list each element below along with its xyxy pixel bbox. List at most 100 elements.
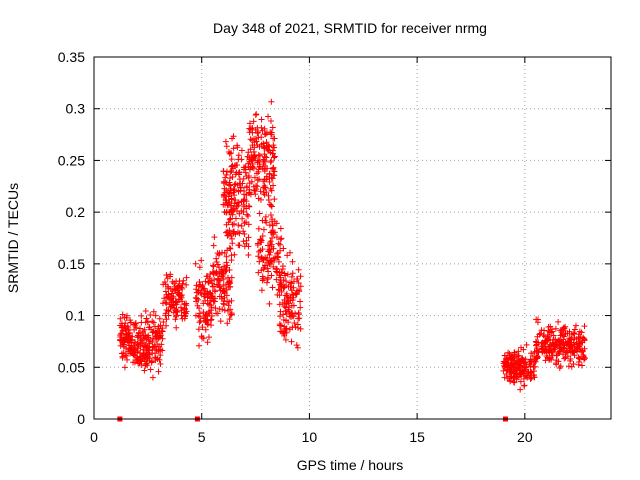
data-point (528, 358, 535, 365)
data-point (213, 270, 220, 277)
data-point (267, 258, 274, 265)
data-point (293, 342, 300, 349)
data-point (277, 274, 284, 281)
data-point (183, 308, 190, 315)
data-point (253, 186, 260, 193)
data-point (183, 300, 190, 307)
data-point (538, 327, 545, 334)
data-point (172, 313, 179, 320)
data-point (284, 295, 291, 302)
data-point (203, 273, 210, 280)
data-point (192, 294, 199, 301)
data-point (267, 159, 274, 166)
data-point (204, 288, 211, 295)
data-point (527, 363, 534, 370)
data-point (254, 130, 261, 137)
data-point (263, 279, 270, 286)
data-point (137, 325, 144, 332)
data-point (210, 263, 217, 270)
data-point (280, 245, 287, 252)
data-point (156, 315, 163, 322)
data-point (232, 197, 239, 204)
data-point (121, 364, 128, 371)
data-point (277, 313, 284, 320)
data-point (159, 347, 166, 354)
data-point (223, 179, 230, 186)
data-point (548, 356, 555, 363)
data-point (214, 261, 221, 268)
data-point (224, 320, 231, 327)
data-point (547, 336, 554, 343)
data-point (282, 308, 289, 315)
data-point (156, 332, 163, 339)
data-point (581, 345, 588, 352)
data-point (227, 283, 234, 290)
data-point (276, 287, 283, 294)
data-point (228, 196, 235, 203)
data-point (163, 294, 170, 301)
data-point (140, 328, 147, 335)
data-point (228, 156, 235, 163)
data-point (261, 176, 268, 183)
data-point (134, 349, 141, 356)
data-point (153, 330, 160, 337)
data-point (177, 304, 184, 311)
data-point (295, 315, 302, 322)
data-point (155, 348, 162, 355)
data-point (581, 337, 588, 344)
data-point (211, 276, 218, 283)
data-point (238, 223, 245, 230)
data-point (578, 349, 585, 356)
data-point (238, 147, 245, 154)
data-point (232, 215, 239, 222)
data-point (124, 323, 131, 330)
data-point (533, 316, 540, 323)
data-point (196, 264, 203, 271)
data-point (293, 275, 300, 282)
data-point (270, 135, 277, 142)
data-point (282, 327, 289, 334)
data-point (297, 273, 304, 280)
data-point (165, 312, 172, 319)
data-point (273, 265, 280, 272)
data-point (128, 336, 135, 343)
data-point (276, 321, 283, 328)
data-point (200, 335, 207, 342)
data-point (227, 245, 234, 252)
data-point (223, 171, 230, 178)
y-tick-label: 0 (77, 411, 85, 427)
data-point (250, 165, 257, 172)
data-point (527, 368, 534, 375)
data-point (264, 265, 271, 272)
data-point (521, 382, 528, 389)
data-point (172, 307, 179, 314)
data-point (218, 267, 225, 274)
data-point (246, 180, 253, 187)
data-point (253, 170, 260, 177)
data-point (199, 324, 206, 331)
data-point (217, 277, 224, 284)
data-point (227, 215, 234, 222)
data-point (568, 363, 575, 370)
y-tick-label: 0.15 (58, 256, 85, 272)
data-point (567, 357, 574, 364)
data-point (197, 317, 204, 324)
data-point (122, 336, 129, 343)
data-point (259, 217, 266, 224)
data-point (162, 299, 169, 306)
data-point (236, 210, 243, 217)
data-point (227, 312, 234, 319)
data-point (269, 216, 276, 223)
data-point (570, 329, 577, 336)
data-point (533, 341, 540, 348)
data-point (147, 338, 154, 345)
data-point (276, 292, 283, 299)
data-point (145, 334, 152, 341)
data-point (503, 355, 510, 362)
data-point (243, 205, 250, 212)
data-point (205, 334, 212, 341)
data-point (255, 195, 262, 202)
data-point (223, 253, 230, 260)
data-point (262, 213, 269, 220)
data-point (268, 272, 275, 279)
